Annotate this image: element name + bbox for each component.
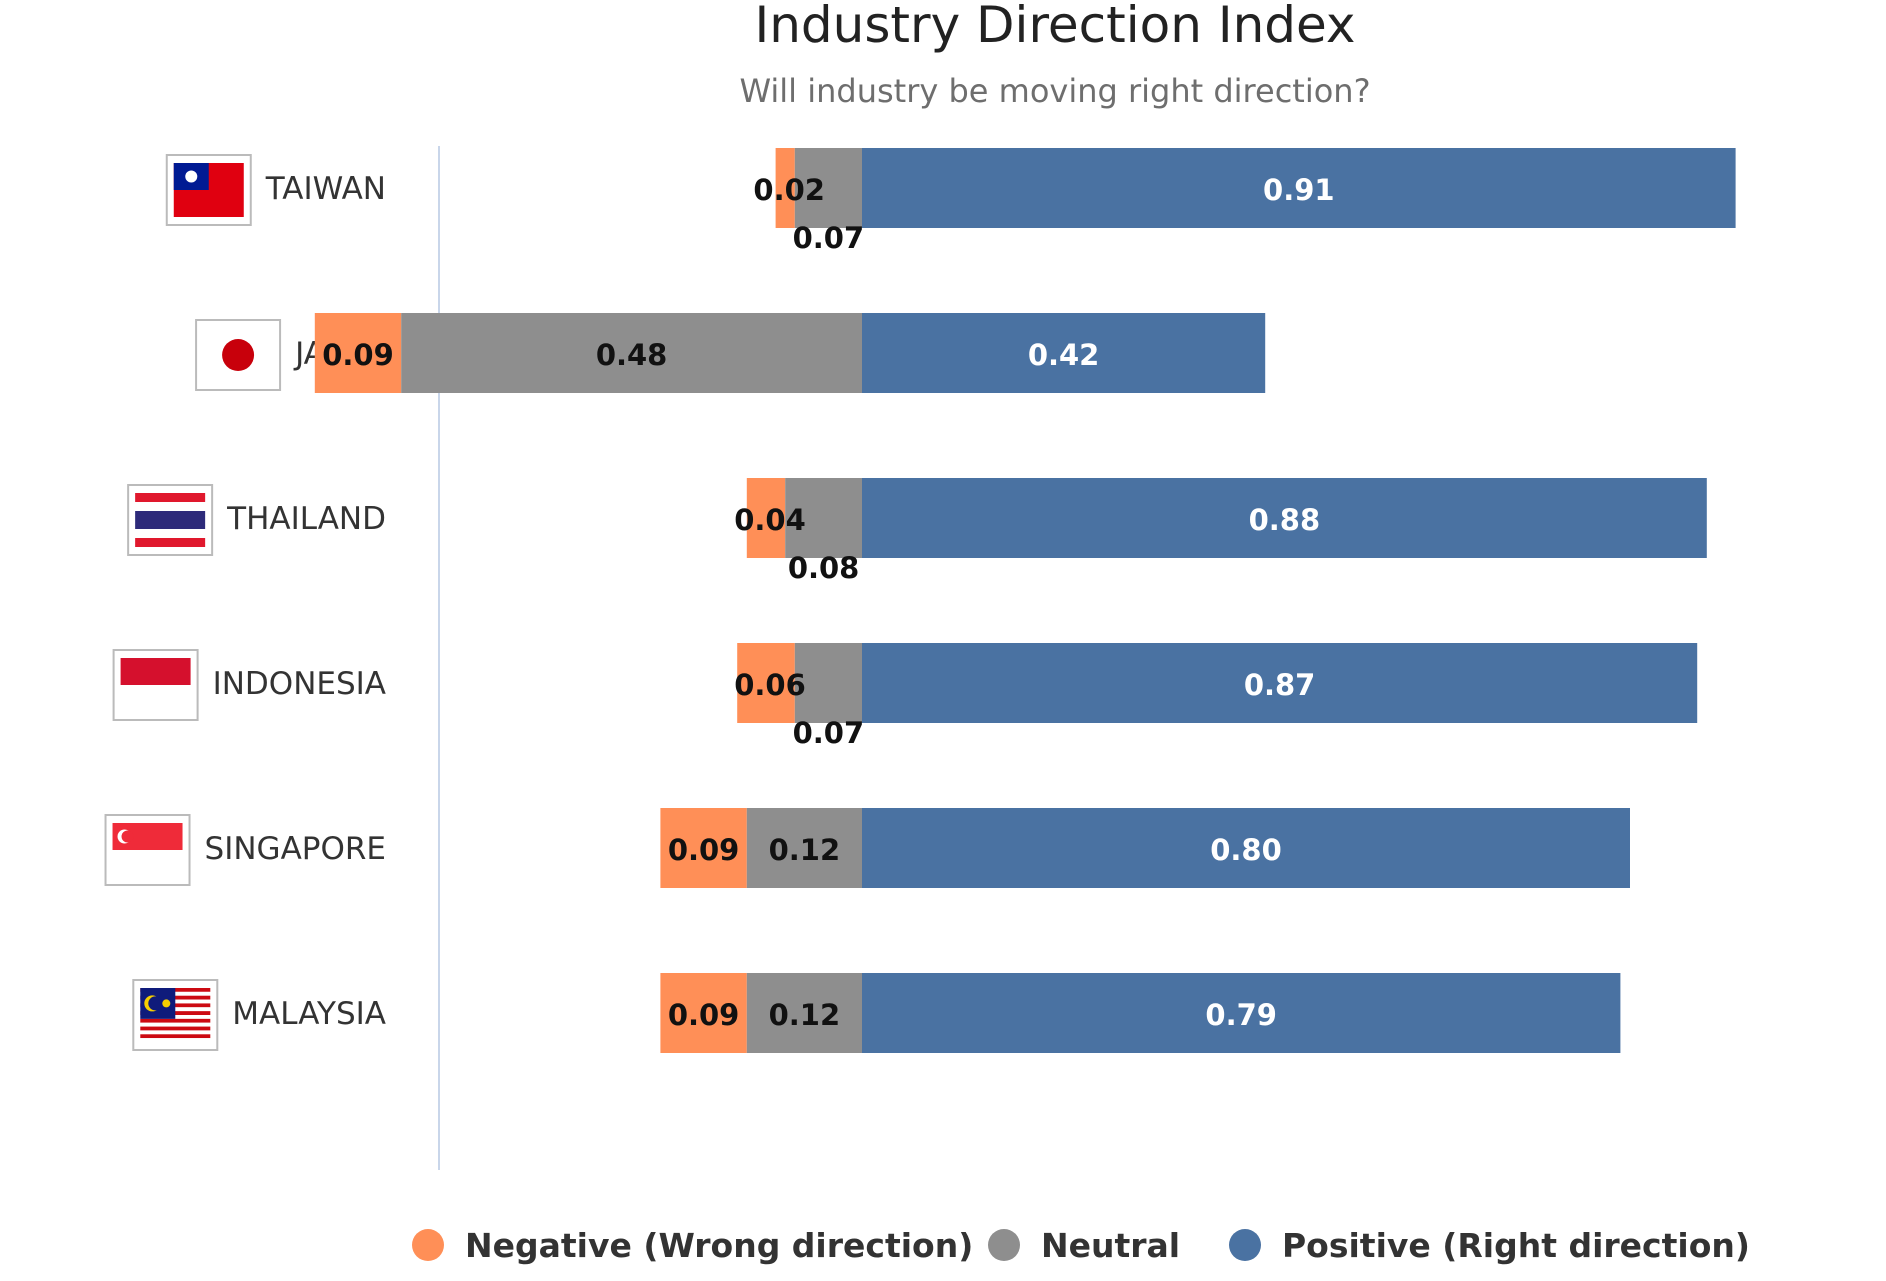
bar-negative (746, 478, 786, 558)
bar-neutral (794, 643, 862, 723)
bar-negative (314, 313, 402, 393)
data-label-neutral: 0.12 (769, 833, 841, 867)
legend-item[interactable]: Negative (Wrong direction) (412, 1226, 973, 1265)
bar-neutral (785, 478, 862, 558)
legend-label: Neutral (1041, 1226, 1180, 1265)
data-label-neutral: 0.08 (788, 551, 860, 585)
taiwan-flag-icon (165, 154, 252, 226)
bar-positive (862, 973, 1621, 1053)
category-label: MALAYSIA (232, 996, 386, 1032)
data-label-neutral: 0.12 (769, 998, 841, 1032)
data-label-neutral: 0.07 (793, 221, 865, 255)
japan-flag-icon (195, 319, 282, 391)
bar-negative (737, 643, 795, 723)
legend-label: Positive (Right direction) (1282, 1226, 1750, 1265)
data-label-positive: 0.79 (1205, 998, 1277, 1032)
legend-label: Negative (Wrong direction) (465, 1226, 973, 1265)
legend-item[interactable]: Neutral (988, 1226, 1180, 1265)
bar-positive (862, 643, 1698, 723)
bar-positive (862, 148, 1736, 228)
data-label-neutral: 0.48 (596, 338, 668, 372)
legend-marker (1229, 1229, 1261, 1261)
flag-group (104, 154, 282, 1051)
singapore-flag-icon (104, 814, 191, 886)
category-label: THAILAND (226, 501, 386, 537)
category-label: TAIWAN (265, 171, 386, 207)
data-label-negative: 0.06 (734, 668, 806, 702)
data-label-positive: 0.80 (1210, 833, 1282, 867)
data-label-positive: 0.87 (1244, 668, 1316, 702)
data-label-neutral: 0.07 (793, 716, 865, 750)
category-label: SINGAPORE (205, 831, 386, 867)
bar-positive (862, 808, 1630, 888)
data-label-negative: 0.09 (668, 998, 740, 1032)
bar-positive (862, 478, 1707, 558)
data-label-positive: 0.42 (1028, 338, 1100, 372)
data-label-negative: 0.02 (753, 173, 825, 207)
indonesia-flag-icon (112, 649, 199, 721)
thailand-flag-icon (127, 484, 214, 556)
category-label: INDONESIA (213, 666, 386, 702)
bar-negative (660, 973, 747, 1053)
bar-negative (775, 148, 795, 228)
data-label-positive: 0.88 (1249, 503, 1321, 537)
bar-neutral (794, 148, 862, 228)
bar-neutral (401, 313, 862, 393)
bar-group: TAIWAN0.910.070.02JAPAN0.420.480.09THAIL… (205, 148, 1736, 1053)
data-label-negative: 0.09 (668, 833, 740, 867)
bar-negative (660, 808, 747, 888)
bar-neutral (746, 973, 862, 1053)
malaysia-flag-icon (132, 979, 219, 1051)
bar-neutral (746, 808, 862, 888)
data-label-negative: 0.04 (734, 503, 806, 537)
data-label-positive: 0.91 (1263, 173, 1335, 207)
bar-positive (862, 313, 1266, 393)
legend-item[interactable]: Positive (Right direction) (1229, 1226, 1750, 1265)
legend-marker (988, 1229, 1020, 1261)
legend-marker (412, 1229, 444, 1261)
data-label-negative: 0.09 (322, 338, 394, 372)
legend: Negative (Wrong direction) Neutral Positiv… (412, 1226, 1750, 1265)
chart-title: Industry Direction Index (755, 0, 1356, 54)
chart-subtitle: Will industry be moving right direction? (739, 72, 1370, 110)
